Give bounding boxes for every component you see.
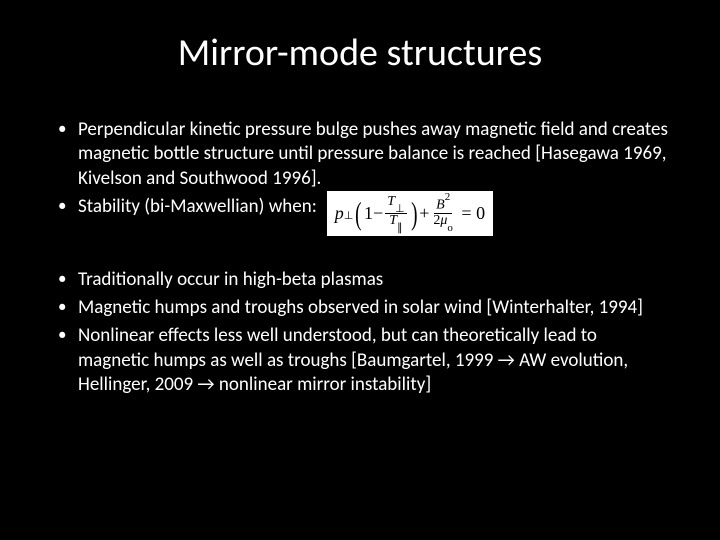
lparen-icon: ( xyxy=(356,197,362,229)
bullet-item: Magnetic humps and troughs observed in s… xyxy=(50,296,670,320)
eq-eq-zero: = 0 xyxy=(461,202,485,225)
eq-T-num: T xyxy=(387,194,395,209)
eq-frac-T: T⊥ T∥ xyxy=(385,195,406,231)
bullet-text: Perpendicular kinetic pressure bulge pus… xyxy=(78,118,668,190)
eq-frac-B: B2 2μo xyxy=(431,195,455,232)
eq-T-den-sub: ∥ xyxy=(397,222,403,234)
bullet-list-1: Perpendicular kinetic pressure bulge pus… xyxy=(50,118,670,236)
eq-plus: + xyxy=(419,202,429,225)
eq-T-num-sub: ⊥ xyxy=(395,203,405,215)
bullet-item: Perpendicular kinetic pressure bulge pus… xyxy=(50,118,670,191)
bullet-text: Nonlinear effects less well understood, … xyxy=(78,324,628,396)
eq-p-sub: ⊥ xyxy=(344,209,354,223)
eq-minus: − xyxy=(373,202,383,225)
eq-p: p xyxy=(335,202,344,225)
bullet-item: Traditionally occur in high-beta plasmas xyxy=(50,268,670,292)
spacer xyxy=(50,240,670,268)
rparen-icon: ) xyxy=(411,197,417,229)
bullet-text: Traditionally occur in high-beta plasmas xyxy=(78,268,383,291)
bullet-item: Stability (bi-Maxwellian) when: p⊥ ( 1 −… xyxy=(50,195,670,236)
slide-title: Mirror-mode structures xyxy=(50,30,670,76)
eq-B: B xyxy=(436,198,445,213)
eq-mu-sub: o xyxy=(447,222,453,234)
bullet-list-2: Traditionally occur in high-beta plasmas… xyxy=(50,268,670,398)
eq-B-sup: 2 xyxy=(445,191,451,203)
eq-one: 1 xyxy=(364,202,373,225)
bullet-item: Nonlinear effects less well understood, … xyxy=(50,324,670,397)
bullet-text: Stability (bi-Maxwellian) when: xyxy=(78,195,317,219)
equation-box: p⊥ ( 1 − T⊥ T∥ ) + B2 2μo = 0 xyxy=(327,191,493,236)
eq-T-den: T xyxy=(389,213,397,228)
bullet-text: Magnetic humps and troughs observed in s… xyxy=(78,296,643,319)
